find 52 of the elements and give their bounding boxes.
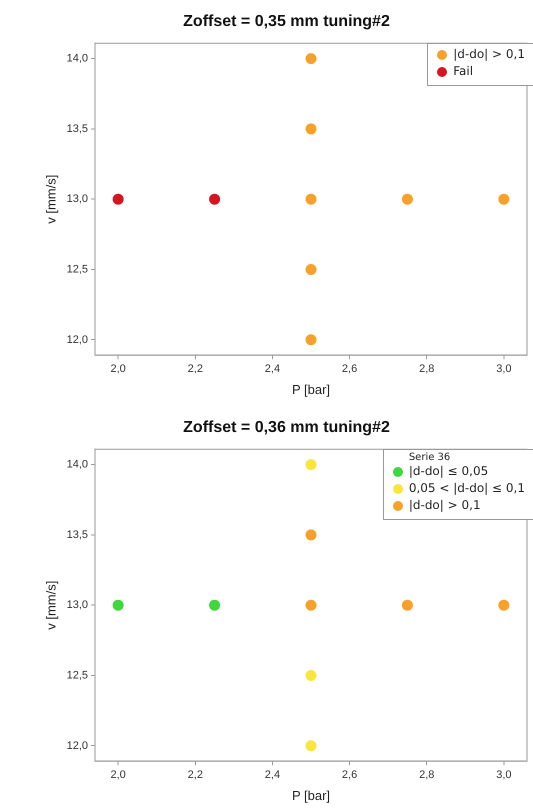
y-tick-label: 13,0 xyxy=(66,599,88,612)
point xyxy=(112,194,124,205)
x-tick-label: 2,2 xyxy=(188,768,203,781)
point xyxy=(402,194,413,205)
y-tick-label: 13,5 xyxy=(66,122,88,135)
point xyxy=(306,529,317,540)
point xyxy=(306,53,317,64)
y-tick-label: 14,0 xyxy=(66,458,88,471)
point xyxy=(498,600,510,611)
y-tick-label: 12,0 xyxy=(66,740,88,752)
y-tick-label: 12,5 xyxy=(66,670,88,682)
x-axis-title: P [bar] xyxy=(292,382,330,397)
x-tick-label: 3,0 xyxy=(496,768,512,781)
legend-label: |d-do| > 0,1 xyxy=(408,497,481,514)
x-tick-label: 2,8 xyxy=(419,768,434,781)
legend-title: Serie 36 xyxy=(408,452,452,464)
y-tick-label: 13,5 xyxy=(66,528,88,541)
point xyxy=(306,123,317,134)
point xyxy=(306,670,317,681)
y-axis-title: v [mm/s] xyxy=(43,580,58,630)
x-tick-label: 2,4 xyxy=(264,362,280,375)
y-tick-label: 14,0 xyxy=(66,52,88,65)
point xyxy=(402,600,413,611)
chart-title: Zoffset = 0,36 mm tuning#2 xyxy=(183,419,390,436)
x-tick-label: 2,0 xyxy=(110,362,126,375)
x-tick-label: 2,0 xyxy=(110,768,126,781)
point xyxy=(209,600,220,611)
point xyxy=(306,740,317,752)
legend-label: Fail xyxy=(453,63,474,80)
point xyxy=(306,334,317,346)
x-tick-label: 2,2 xyxy=(188,362,203,375)
y-axis-title: v [mm/s] xyxy=(43,174,58,224)
point xyxy=(112,600,124,611)
x-tick-label: 2,4 xyxy=(264,768,280,781)
point xyxy=(306,194,317,205)
legend-label: |d-do| > 0,1 xyxy=(453,46,525,64)
y-tick-label: 13,0 xyxy=(66,193,88,206)
legend-label: 0,05 < |d-do| ≤ 0,1 xyxy=(408,480,525,498)
point xyxy=(306,459,317,470)
x-tick-label: 2,6 xyxy=(342,768,358,781)
x-tick-label: 3,0 xyxy=(496,362,512,375)
chart-title: Zoffset = 0,35 mm tuning#2 xyxy=(183,13,390,30)
x-axis-title: P [bar] xyxy=(292,788,330,803)
y-tick-label: 12,5 xyxy=(66,264,88,276)
y-tick-label: 12,0 xyxy=(66,334,88,346)
legend-label: |d-do| ≤ 0,05 xyxy=(408,463,488,480)
x-tick-label: 2,8 xyxy=(419,362,434,375)
point xyxy=(209,194,220,205)
point xyxy=(498,194,510,205)
point xyxy=(306,600,317,611)
point xyxy=(306,264,317,275)
x-tick-label: 2,6 xyxy=(342,362,358,375)
